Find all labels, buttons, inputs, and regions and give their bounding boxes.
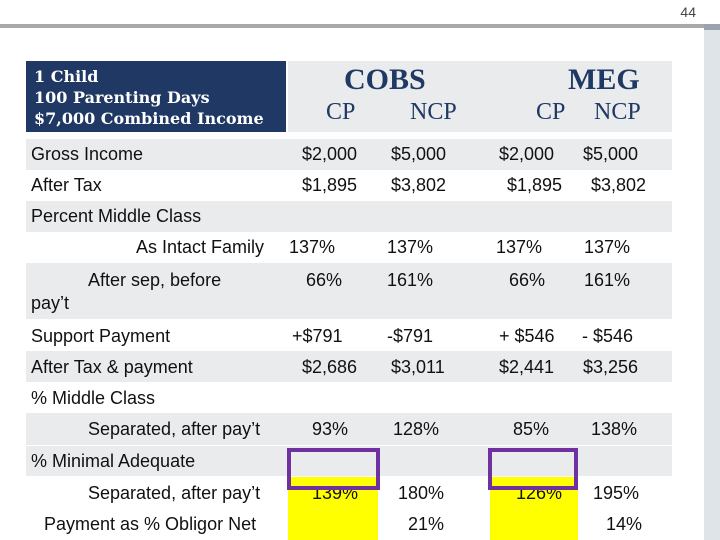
cell-meg-ncp: $5,000 [583, 144, 639, 164]
emphasis-box-meg [488, 448, 578, 490]
group-meg: MEG [568, 63, 640, 96]
row-label: As Intact Family [136, 237, 265, 257]
cell-meg-cp: $2,000 [499, 144, 555, 164]
row-separated-after-payt-1: Separated, after pay’t 93% 128% 85% 138% [26, 413, 672, 445]
row-label: Separated, after pay’t [88, 483, 261, 503]
cell-meg-cp: 85% [513, 419, 550, 439]
top-divider [0, 24, 720, 28]
row-label: After Tax & payment [31, 357, 193, 377]
page-number: 44 [680, 4, 696, 20]
cell-cobs-cp: 93% [312, 419, 349, 439]
row-label: Payment as % Obligor Net [44, 514, 257, 534]
cell-meg-ncp: $3,256 [583, 357, 639, 377]
scenario-line: $7,000 Combined Income [34, 109, 264, 128]
cell-meg-ncp: 137% [584, 237, 631, 257]
cell-meg-cp: 66% [509, 270, 546, 290]
col-cobs-ncp: NCP [410, 99, 457, 125]
row-as-intact-family: As Intact Family 137% 137% 137% 137% [26, 232, 672, 263]
cell-cobs-ncp: $3,011 [391, 357, 445, 377]
cell-meg-ncp: - $546 [582, 326, 634, 346]
cell-meg-ncp: $3,802 [591, 175, 647, 195]
row-support-payment: Support Payment +$791 -$791 + $546 - $54… [26, 320, 672, 351]
row-after-tax-payment: After Tax & payment $2,686 $3,011 $2,441… [26, 351, 672, 382]
section-label: % Minimal Adequate [31, 451, 196, 471]
row-label: Support Payment [31, 326, 171, 346]
cell-meg-ncp: 138% [591, 419, 638, 439]
cell-meg-ncp: 195% [593, 483, 640, 503]
row-label: Gross Income [31, 144, 144, 164]
scenario-line: 1 Child [34, 67, 99, 86]
section-label: % Middle Class [31, 388, 156, 408]
row-after-sep-before: After sep, before pay’t 66% 161% 66% 161… [26, 263, 672, 319]
cell-cobs-ncp: 137% [387, 237, 434, 257]
row-percent-middle-class: Percent Middle Class [26, 201, 672, 232]
cell-meg-ncp: 161% [584, 270, 631, 290]
cell-meg-ncp: 14% [606, 514, 643, 534]
cell-cobs-ncp: 180% [398, 483, 445, 503]
cell-cobs-cp: $2,686 [302, 357, 358, 377]
scenario-header: 1 Child 100 Parenting Days $7,000 Combin… [26, 61, 286, 132]
column-headers: COBS CP NCP MEG CP NCP [288, 61, 672, 132]
cell-cobs-ncp: $5,000 [391, 144, 447, 164]
row-label-continued: pay’t [31, 293, 70, 313]
cell-cobs-cp: $1,895 [302, 175, 358, 195]
row-label: After sep, before [88, 270, 222, 290]
row-label: Separated, after pay’t [88, 419, 261, 439]
scenario-line: 100 Parenting Days [34, 88, 210, 107]
cell-meg-cp: + $546 [499, 326, 555, 346]
cell-meg-cp: $1,895 [507, 175, 563, 195]
cell-cobs-ncp: 21% [408, 514, 445, 534]
group-cobs: COBS [344, 63, 426, 96]
cell-cobs-ncp: 128% [393, 419, 440, 439]
row-pct-middle-class: % Middle Class [26, 382, 672, 413]
emphasis-box-cobs [287, 448, 380, 490]
row-label: After Tax [31, 175, 102, 195]
cell-cobs-ncp: -$791 [387, 326, 434, 346]
highlight-cobs-cp [288, 509, 378, 540]
cell-cobs-cp: +$791 [292, 326, 343, 346]
row-after-tax: After Tax $1,895 $3,802 $1,895 $3,802 [26, 170, 672, 201]
highlight-meg-cp [490, 477, 578, 509]
row-gross-income: Gross Income $2,000 $5,000 $2,000 $5,000 [26, 139, 672, 170]
cell-meg-cp: 137% [496, 237, 543, 257]
col-cobs-cp: CP [326, 99, 356, 125]
cell-meg-cp: $2,441 [499, 357, 555, 377]
row-payment-pct-obligor: Payment as % Obligor Net 21% 14% [26, 509, 672, 540]
col-meg-cp: CP [536, 99, 566, 125]
cell-cobs-ncp: $3,802 [391, 175, 447, 195]
cell-cobs-cp: 137% [289, 237, 336, 257]
slide-top-bar: 44 [0, 0, 720, 28]
highlight-cobs-cp [288, 477, 378, 509]
highlight-meg-cp [490, 509, 578, 540]
vertical-scrollbar[interactable] [704, 24, 720, 540]
cell-cobs-cp: $2,000 [302, 144, 358, 164]
cell-cobs-cp: 66% [306, 270, 343, 290]
section-label: Percent Middle Class [31, 206, 202, 226]
col-meg-ncp: NCP [594, 99, 641, 125]
cell-cobs-ncp: 161% [387, 270, 434, 290]
